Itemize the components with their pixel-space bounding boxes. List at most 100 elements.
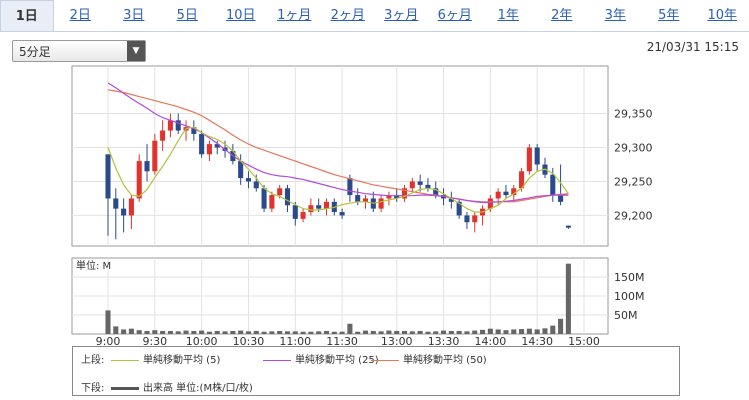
candle-body <box>128 198 134 216</box>
volume-bar <box>323 330 330 334</box>
candle-body <box>433 188 439 196</box>
legend-volume-label: 出来高 単位:(M株/口/枚) <box>143 383 253 394</box>
tab-8[interactable]: 6ヶ月 <box>437 8 472 23</box>
candle-body <box>121 208 127 216</box>
tab-4[interactable]: 10日 <box>225 8 256 23</box>
volume-y-tick-label: 100M <box>614 290 645 303</box>
candle-body <box>519 171 525 189</box>
volume-bar <box>199 330 205 334</box>
candle-body <box>362 198 369 202</box>
tab-12[interactable]: 5年 <box>658 8 680 23</box>
legend-ma50: 単純移動平均 (50) <box>371 351 487 366</box>
candle-body <box>144 161 150 172</box>
volume-y-tick-label: 150M <box>614 271 645 284</box>
candle-body <box>417 181 423 185</box>
stock-chart: 9:00 9:30 10:00 10:30 11:00 11:30 13:00 13:30 14… <box>71 65 653 345</box>
candle-body <box>316 205 322 209</box>
tab-0[interactable]: 1日 <box>0 0 54 32</box>
tab-7[interactable]: 3ヶ月 <box>384 8 419 23</box>
legend-ma25-swatch <box>263 359 291 361</box>
chevron-down-icon: ▼ <box>127 41 145 61</box>
candle-body <box>152 140 158 172</box>
x-tick-label: 13:30 <box>428 335 460 345</box>
volume-bar <box>300 331 306 334</box>
volume-bar <box>558 318 564 334</box>
volume-bar <box>316 331 322 334</box>
x-tick-label: 9:00 <box>96 335 121 345</box>
volume-bar <box>534 329 540 334</box>
x-tick-label: 9:30 <box>142 335 167 345</box>
price-y-tick-label: 29,250 <box>614 175 653 188</box>
volume-bar <box>417 330 423 334</box>
volume-bar <box>394 330 400 334</box>
tab-10[interactable]: 2年 <box>551 8 573 23</box>
tab-3[interactable]: 5日 <box>176 8 198 23</box>
volume-bar <box>253 330 259 334</box>
candle-body <box>495 191 501 199</box>
candle-body <box>378 198 384 209</box>
volume-bar <box>160 330 166 334</box>
volume-bar <box>206 331 212 334</box>
legend-lower-label: 下段: <box>81 383 105 394</box>
candle-body <box>558 195 564 202</box>
candle-body <box>175 120 181 131</box>
x-tick-label: 13:00 <box>381 335 413 345</box>
volume-bar <box>401 330 408 334</box>
volume-bar <box>238 330 244 334</box>
candle-body <box>238 161 244 179</box>
candle-body <box>534 147 540 165</box>
x-tick-label: 14:00 <box>475 335 507 345</box>
timestamp: 21/03/31 15:15 <box>646 40 739 54</box>
legend-ma25-label: 単純移動平均 (25) <box>295 355 379 366</box>
legend-upper-label: 上段: <box>81 355 105 366</box>
interval-select[interactable]: 5分足 ▼ <box>12 40 146 62</box>
price-y-tick-label: 29,350 <box>614 108 653 121</box>
volume-bar <box>183 330 189 334</box>
candle-body <box>214 144 220 148</box>
volume-bar <box>441 330 447 334</box>
volume-bar <box>378 331 384 334</box>
volume-bar <box>113 326 119 334</box>
tab-2[interactable]: 3日 <box>123 8 145 23</box>
candle-body <box>113 198 119 209</box>
x-tick-label: 10:00 <box>186 335 218 345</box>
volume-bar <box>448 330 454 334</box>
x-tick-label: 14:30 <box>521 335 553 345</box>
candle-body <box>206 144 212 155</box>
x-tick-label: 11:00 <box>279 335 311 345</box>
tab-5[interactable]: 1ヶ月 <box>277 8 312 23</box>
candle-body <box>191 127 197 134</box>
tab-11[interactable]: 3年 <box>604 8 626 23</box>
volume-bar <box>277 330 283 334</box>
volume-bar <box>191 330 197 334</box>
tab-9[interactable]: 1年 <box>497 8 519 23</box>
tab-13[interactable]: 10年 <box>707 8 738 23</box>
tab-1[interactable]: 2日 <box>69 8 91 23</box>
candle-body <box>526 147 532 172</box>
tab-6[interactable]: 2ヶ月 <box>330 8 365 23</box>
x-tick-label: 15:00 <box>568 335 600 345</box>
volume-bar <box>152 330 158 334</box>
legend-ma5: 単純移動平均 (5) <box>111 351 220 366</box>
volume-bar <box>362 330 369 334</box>
tick-labels: 9:00 9:30 10:00 10:30 11:00 11:30 13:00 13:30 14… <box>96 108 653 345</box>
volume-bar <box>175 331 181 334</box>
candle-body <box>456 201 462 216</box>
volume-unit-label: 単位: M <box>76 259 111 272</box>
x-tick-label: 11:30 <box>326 335 358 345</box>
volume-bar <box>495 329 501 334</box>
candle-body <box>105 154 111 199</box>
volume-bar <box>339 331 345 334</box>
volume-bar <box>167 330 173 334</box>
price-y-tick-label: 29,300 <box>614 142 653 155</box>
volume-bar <box>370 330 376 334</box>
candle-body <box>339 212 345 216</box>
volume-bar <box>487 328 493 334</box>
tab-divider <box>0 31 749 32</box>
legend-volume: 出来高 単位:(M株/口/枚) <box>111 379 253 394</box>
volume-bar <box>230 330 236 334</box>
legend-ma50-label: 単純移動平均 (50) <box>403 355 487 366</box>
volume-bar <box>425 331 431 334</box>
volume-bar <box>464 331 470 334</box>
candle-body <box>565 225 571 228</box>
